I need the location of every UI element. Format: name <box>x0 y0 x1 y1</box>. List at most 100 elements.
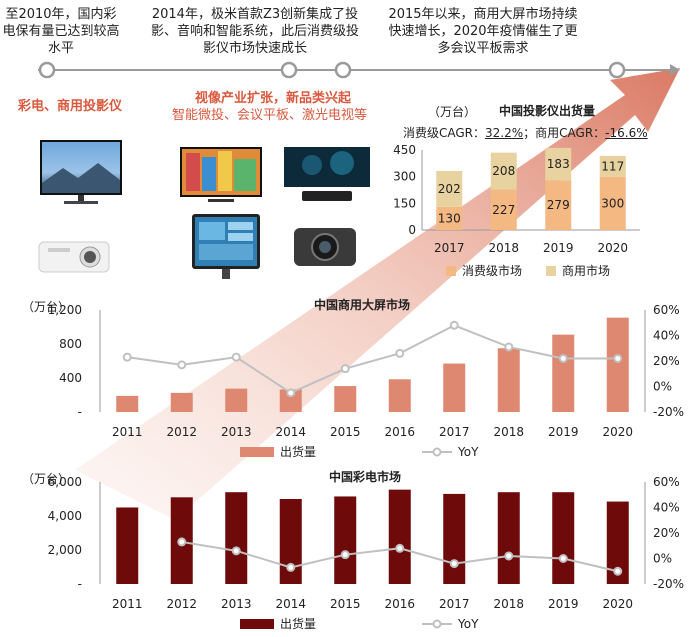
tv-y2tick-label: 40% <box>653 501 680 515</box>
tv-xtick-label: 2013 <box>221 597 252 611</box>
tv-xtick-label: 2017 <box>439 597 470 611</box>
projector-bar-consumer <box>599 176 626 230</box>
bigscreen-legend: 出货量 YoY <box>240 443 478 460</box>
bigscreen-y2tick-label: 40% <box>653 329 680 343</box>
bigscreen-bar <box>116 395 139 412</box>
bigscreen-yoy-point <box>558 353 568 363</box>
legend-swatch-bigscreen-bar <box>240 446 274 457</box>
projector-bar-consumer <box>490 189 517 230</box>
bigscreen-xtick-label: 2011 <box>112 425 143 439</box>
projector-bar-label: 130 <box>438 211 461 225</box>
cagr-consumer-value: 32.2% <box>485 126 524 140</box>
projector-xtick-label: 2019 <box>543 241 574 255</box>
timeline-caption-2010: 至2010年，国内彩电保有量已达到较高水平 <box>2 7 120 56</box>
bigscreen-y2tick-label: -20% <box>653 405 684 419</box>
projector-xtick-label: 2018 <box>488 241 519 255</box>
tv-bar <box>334 496 357 584</box>
projector-bar-consumer <box>436 206 463 230</box>
label-new-categories: 智能微投、会议平板、激光电视等 <box>172 108 368 123</box>
projector-cagr-line: 消费级CAGR：32.2%；商用CAGR：-16.6% <box>403 124 648 141</box>
tv-yoy-point <box>449 559 459 569</box>
bigscreen-ytick-label: 1,200 <box>48 303 82 317</box>
projector-chart-title: 中国投影仪出货量 <box>499 104 596 118</box>
tv-unit: （万台） <box>22 472 71 486</box>
bigscreen-ytick-label: 400 <box>59 371 82 385</box>
tv-xtick-label: 2016 <box>384 597 415 611</box>
tv-legend: 出货量 YoY <box>240 615 478 632</box>
legend-swatch-bigscreen-line <box>422 447 453 456</box>
bigscreen-bar <box>606 317 629 412</box>
tv-y2tick-label: 0% <box>653 552 672 566</box>
bigscreen-xtick-label: 2019 <box>548 425 579 439</box>
tv-ytick-label: - <box>78 577 82 591</box>
cagr-consumer-label: 消费级CAGR： <box>403 126 486 140</box>
bigscreen-xtick-label: 2016 <box>384 425 415 439</box>
tv-xtick-label: 2020 <box>602 597 633 611</box>
projector-ytick-label: 450 <box>393 143 416 157</box>
projector-bar-label: 227 <box>492 203 515 217</box>
bigscreen-yoy-point <box>231 352 241 362</box>
bigscreen-xtick-label: 2013 <box>221 425 252 439</box>
tv-ytick-label: 6,000 <box>48 475 82 489</box>
bigscreen-yoy-point <box>449 320 459 330</box>
tv-bar <box>116 507 139 584</box>
timeline-node <box>608 61 626 79</box>
tv-bar <box>497 492 520 584</box>
projector-bar-label: 117 <box>601 159 624 173</box>
timeline-node <box>334 61 352 79</box>
bigscreen-xtick-label: 2012 <box>166 425 197 439</box>
projector-ytick-label: 0 <box>408 223 416 237</box>
bigscreen-yoy-point <box>395 348 405 358</box>
legend-swatch-commercial <box>546 265 557 276</box>
tv-xtick-label: 2019 <box>548 597 579 611</box>
legend-bigscreen-line-label: YoY <box>458 444 479 459</box>
tv-bar <box>443 493 466 584</box>
bigscreen-bar <box>279 389 302 412</box>
bigscreen-y2tick-label: 20% <box>653 354 680 368</box>
bigscreen-bar <box>170 392 193 412</box>
tv-xtick-label: 2012 <box>166 597 197 611</box>
tv-bar <box>606 501 629 584</box>
tv-yoy-point <box>231 546 241 556</box>
tv-xtick-label: 2014 <box>275 597 306 611</box>
legend-swatch-tv-bar <box>240 618 274 629</box>
tv-y2tick-label: 20% <box>653 526 680 540</box>
projector-bar-label: 208 <box>492 164 515 178</box>
smart-tv-image <box>180 147 262 202</box>
projector-unit: （万台） <box>428 105 477 119</box>
bigscreen-bar <box>334 386 357 412</box>
projector-xtick-label: 2017 <box>434 241 465 255</box>
bigscreen-yoy-point <box>177 360 187 370</box>
projector-bar-commercial <box>545 147 572 181</box>
projector-chart: 0 150 300 450 130 202 2017 227 208 2018 279 183 2019… <box>393 143 640 255</box>
bigscreen-bar <box>225 388 248 412</box>
bigscreen-xtick-label: 2020 <box>602 425 633 439</box>
projector-legend: 消费级市场 商用市场 <box>446 262 610 279</box>
bigscreen-yoy-point <box>340 364 350 374</box>
cagr-commercial-value: -16.6% <box>605 126 648 140</box>
legend-commercial-label: 商用市场 <box>562 264 611 278</box>
bigscreen-chart-title: 中国商用大屏市场 <box>314 298 411 312</box>
tv-yoy-point <box>340 550 350 560</box>
bigscreen-y2tick-label: 0% <box>653 380 672 394</box>
legend-bigscreen-bar-label: 出货量 <box>280 445 317 459</box>
tv-image <box>40 140 122 204</box>
bigscreen-xtick-label: 2014 <box>275 425 306 439</box>
tv-y2tick-label: 60% <box>653 475 680 489</box>
timeline <box>38 61 680 79</box>
legend-consumer-label: 消费级市场 <box>462 264 523 278</box>
bigscreen-xtick-label: 2018 <box>493 425 524 439</box>
tv-xtick-label: 2015 <box>330 597 361 611</box>
tv-bar <box>552 492 575 584</box>
tv-ytick-label: 4,000 <box>48 509 82 523</box>
smart-projector-image <box>294 228 356 266</box>
tv-bar <box>225 492 248 584</box>
bigscreen-bar <box>497 348 520 412</box>
projector-bar-commercial <box>599 155 626 177</box>
bigscreen-unit: （万台） <box>22 300 71 314</box>
meeting-panel-image <box>192 214 260 279</box>
legend-tv-bar-label: 出货量 <box>280 617 317 631</box>
timeline-node <box>38 61 56 79</box>
cagr-commercial-label: ；商用CAGR： <box>523 126 606 140</box>
bigscreen-yoy-point <box>504 342 514 352</box>
